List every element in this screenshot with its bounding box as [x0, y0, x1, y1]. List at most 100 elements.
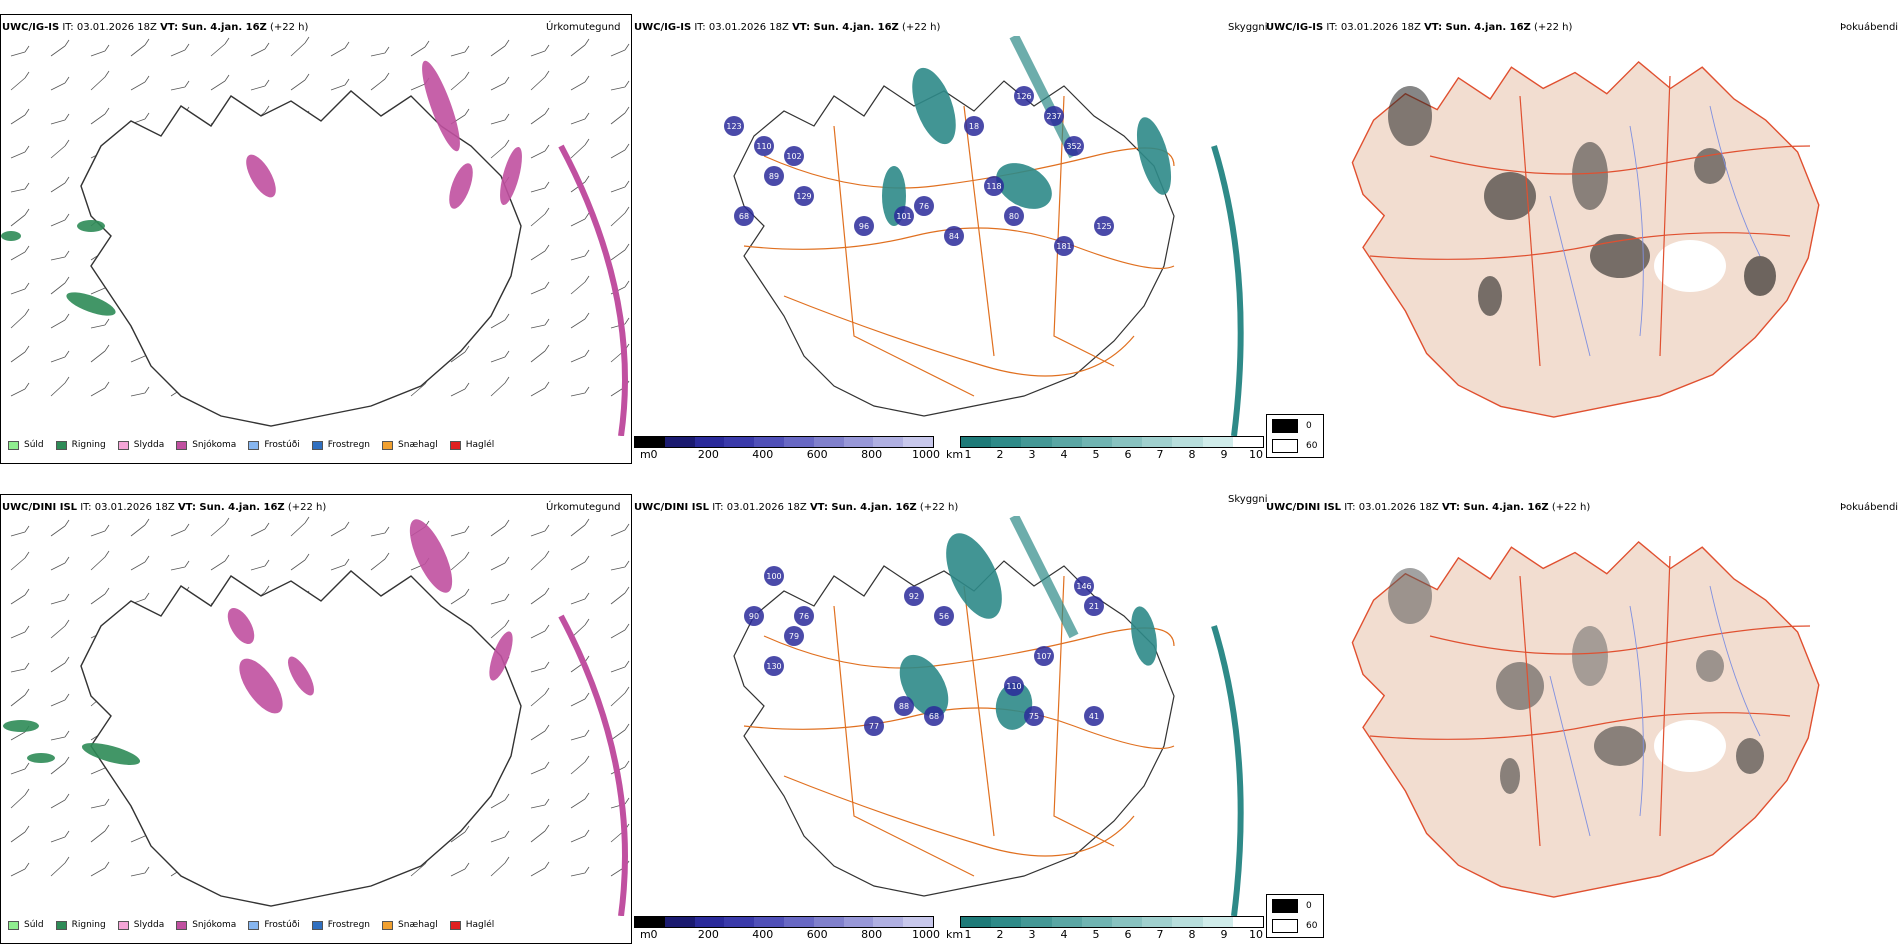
cloud-base-label: 110: [756, 142, 771, 151]
cloud-base-label: 129: [796, 192, 811, 201]
cloud-base-label: 90: [749, 612, 759, 621]
model-name: UWC/DINI ISL: [634, 502, 710, 513]
legend-label: Slydda: [133, 920, 165, 930]
colorbar-cell: [903, 917, 933, 927]
cloud-base-patch: [924, 706, 944, 726]
rain-area: [3, 720, 39, 732]
cloud-base-patch: [1004, 206, 1024, 226]
legend-swatch: [449, 920, 461, 930]
fog-area: [1744, 256, 1776, 296]
model-name: UWC/DINI ISL: [1266, 502, 1342, 513]
cloud-base-patch: [1014, 86, 1034, 106]
legend-label: Frostúði: [264, 920, 300, 930]
colorbar-tick: 6: [1124, 928, 1132, 941]
cloud-base-label: 118: [986, 182, 1001, 191]
rain-area: [1, 231, 21, 241]
cloud-base-patch: [864, 716, 884, 736]
cloud-base-label: 89: [769, 172, 779, 181]
offshore-visibility-band: [1211, 625, 1244, 916]
valid-time: VT: Sun. 4.jan. 16Z: [160, 22, 267, 33]
model-name: UWC/DINI ISL: [2, 502, 78, 513]
fog-area: [1736, 738, 1764, 774]
cloud-base-patch: [764, 656, 784, 676]
colorbar-tick: 0: [650, 448, 658, 461]
cloud-base-patch: [1034, 646, 1054, 666]
colorbar-cell: [783, 917, 814, 927]
colorbar-tick: 5: [1092, 448, 1100, 461]
fog-legend-swatch: [1272, 899, 1298, 913]
legend-item: Snæhagl: [382, 440, 438, 450]
snow-area: [449, 163, 473, 209]
cloud-base-patch: [894, 206, 914, 226]
colorbar-tick: 10: [1249, 448, 1263, 461]
colorbar-tick: 0: [650, 928, 658, 941]
legend-swatch: [55, 920, 67, 930]
precip-legend: Súld Rigning Slydda Snjókoma Frostúði Frostre…: [8, 440, 494, 450]
fog-legend-label: 60: [1306, 921, 1318, 931]
legend-swatch: [117, 920, 129, 930]
fog-panel-title: Þokuábendi: [1840, 502, 1899, 513]
colorbar-cell: [1112, 917, 1143, 927]
precip-type-panel: [0, 494, 632, 944]
colorbar-cell: [1142, 437, 1173, 447]
offshore-snow-band: [558, 144, 628, 436]
colorbar-tick: 1000: [912, 448, 940, 461]
legend-swatch: [176, 920, 188, 930]
cloud-base-patch: [784, 626, 804, 646]
colorbar-tick: 400: [752, 928, 774, 941]
colorbar-tick: 6: [1124, 448, 1132, 461]
legend-swatch: [382, 920, 394, 930]
colorbar-cell: [843, 917, 874, 927]
offshore-visibility-band: [1211, 145, 1244, 436]
river-network: [1549, 585, 1761, 837]
lead-time: (+22 h): [1533, 22, 1573, 33]
colorbar-tick: 1000: [912, 928, 940, 941]
colorbar-tick: 4: [1060, 448, 1068, 461]
low-visibility-area: [912, 67, 956, 145]
cloud-base-label: 84: [949, 232, 959, 241]
cloud-base-label: 130: [766, 662, 781, 671]
legend-swatch: [117, 440, 129, 450]
low-visibility-area: [1136, 117, 1172, 195]
colorbar-tick: 9: [1220, 928, 1228, 941]
colorbar-tick: 1: [964, 448, 972, 461]
colorbar-cell: [961, 917, 992, 927]
lead-time: (+22 h): [919, 502, 959, 513]
colorbar-cell: [991, 437, 1022, 447]
colorbar-cell: [873, 917, 904, 927]
colorbar-tick: 7: [1156, 928, 1164, 941]
legend-item: Snjókoma: [176, 920, 236, 930]
row-2: UWC/DINI ISL IT: 03.01.2026 18Z VT: Sun.…: [0, 480, 1900, 950]
fog-area: [1594, 726, 1646, 766]
cloud-base-patch: [754, 136, 774, 156]
fog-legend-label: 0: [1306, 421, 1312, 431]
legend-swatch: [382, 440, 394, 450]
fog-legend-item: 60: [1272, 439, 1317, 453]
cloud-base-colorbar: [634, 436, 934, 448]
init-time: IT: 03.01.2026 18Z: [1344, 502, 1439, 513]
fog-area: [1572, 626, 1608, 686]
lead-time: (+22 h): [287, 502, 327, 513]
snow-area: [246, 154, 276, 198]
cloud-base-patch: [744, 606, 764, 626]
cloud-base-label: 107: [1036, 652, 1051, 661]
legend-label: Frostúði: [264, 440, 300, 450]
lead-time: (+22 h): [901, 22, 941, 33]
cloud-base-label: 110: [1006, 682, 1021, 691]
colorbar-tick: 3: [1028, 448, 1036, 461]
rain-area: [77, 220, 105, 232]
cloud-base-label: 123: [726, 122, 741, 131]
legend-swatch: [248, 440, 260, 450]
cloud-base-label: 101: [896, 212, 911, 221]
legend-label: Snæhagl: [398, 920, 438, 930]
legend-label: Rigning: [71, 440, 106, 450]
colorbar-cell: [991, 917, 1022, 927]
cloud-base-patch: [914, 196, 934, 216]
colorbar-cell: [1232, 437, 1264, 447]
cloud-base-ticks: m 0 200 400 600 800 1000: [634, 448, 940, 462]
legend-item: Slydda: [117, 440, 164, 450]
colorbar-cell: [724, 437, 755, 447]
colorbar-tick: 800: [861, 448, 883, 461]
legend-label: Súld: [24, 440, 44, 450]
colorbar-unit: km: [946, 448, 964, 461]
